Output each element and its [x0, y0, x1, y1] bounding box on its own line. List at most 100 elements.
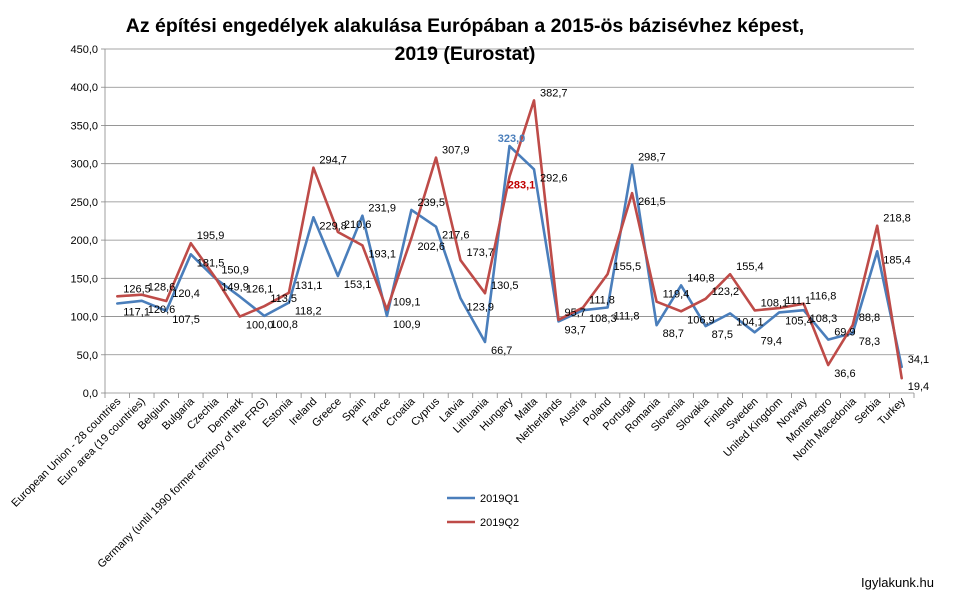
data-point-2019Q2	[631, 192, 633, 194]
data-label-2019Q2: 109,1	[393, 297, 421, 309]
data-point-2019Q1	[680, 284, 683, 287]
data-point-2019Q2	[214, 276, 217, 279]
data-label-2019Q2: 307,9	[442, 145, 470, 157]
data-label-2019Q1: 118,2	[295, 306, 322, 318]
data-label-2019Q1: 105,4	[785, 315, 813, 327]
data-point-2019Q2	[116, 295, 119, 298]
data-point-2019Q1	[827, 338, 830, 341]
data-point-2019Q2	[778, 307, 781, 309]
data-label-2019Q2: 131,1	[295, 280, 323, 292]
data-point-2019Q1	[582, 309, 584, 312]
data-point-2019Q2	[287, 291, 290, 294]
data-label-2019Q2: 120,4	[172, 288, 200, 300]
data-label-2019Q1: 181,5	[197, 257, 225, 269]
data-label-2019Q1: 88,7	[663, 328, 684, 340]
data-point-2019Q2	[312, 166, 315, 169]
data-label-2019Q1: 100,8	[270, 319, 298, 331]
chart-title-line-1: Az építési engedélyek alakulása Európába…	[125, 15, 805, 37]
data-label-2019Q2: 218,8	[883, 213, 911, 225]
data-point-2019Q2	[753, 309, 756, 312]
data-point-2019Q1	[484, 341, 486, 343]
axes	[101, 48, 915, 398]
data-label-2019Q1: 108,3	[589, 313, 617, 325]
data-label-2019Q2: 36,6	[834, 368, 855, 380]
data-label-2019Q1: 108,3	[810, 313, 838, 325]
data-point-2019Q2	[851, 324, 854, 327]
data-point-2019Q2	[876, 224, 879, 227]
data-point-2019Q1	[361, 214, 364, 217]
data-label-2019Q2: 111,1	[785, 295, 811, 307]
data-label-2019Q1: 185,4	[883, 254, 911, 266]
data-label-2019Q2: 126,5	[123, 283, 151, 295]
data-point-2019Q2	[361, 244, 364, 247]
data-label-2019Q1: 231,9	[368, 203, 396, 215]
x-tick-label: Cyprus	[409, 395, 442, 428]
data-label-2019Q1: 298,7	[638, 152, 666, 164]
x-tick-label: European Union - 28 countries	[9, 395, 123, 509]
data-point-2019Q2	[582, 306, 584, 309]
data-label-2019Q1: 104,1	[736, 316, 764, 328]
data-label-2019Q2: 95,7	[565, 307, 586, 319]
data-point-2019Q2	[484, 292, 486, 295]
data-point-2019Q2	[729, 273, 732, 276]
legend-label-2019Q2: 2019Q2	[480, 517, 519, 529]
data-label-2019Q1: 149,9	[221, 281, 249, 293]
data-label-2019Q2: 195,9	[197, 230, 225, 242]
data-point-2019Q1	[508, 145, 511, 147]
y-tick-label: 50,0	[77, 350, 98, 362]
data-point-2019Q2	[459, 259, 462, 262]
data-label-2019Q2: 123,2	[712, 286, 740, 298]
y-tick-label: 350,0	[70, 120, 98, 132]
y-tick-label: 450,0	[70, 44, 98, 56]
data-label-2019Q2: 106,9	[687, 314, 715, 326]
data-point-2019Q2	[435, 156, 437, 159]
data-point-2019Q1	[238, 295, 241, 298]
data-label-2019Q2: 113,5	[270, 293, 297, 305]
data-label-2019Q1: 79,4	[761, 335, 782, 347]
data-point-2019Q1	[287, 301, 290, 304]
data-label-2019Q1: 87,5	[712, 329, 733, 341]
y-tick-label: 250,0	[70, 197, 98, 209]
data-point-2019Q2	[238, 315, 241, 318]
series-lines	[116, 99, 904, 380]
data-label-2019Q1: 217,6	[442, 230, 470, 242]
data-point-2019Q1	[753, 331, 756, 334]
data-label-2019Q1: 78,3	[859, 336, 880, 348]
data-point-2019Q1	[533, 168, 535, 171]
data-point-2019Q1	[729, 312, 732, 315]
y-tick-label: 200,0	[70, 235, 98, 247]
data-label-2019Q2: 261,5	[638, 196, 666, 208]
data-label-2019Q2: 283,1	[508, 180, 536, 192]
legend: 2019Q1 2019Q2	[447, 493, 519, 529]
data-label-2019Q2: 116,8	[810, 291, 837, 303]
data-label-2019Q1: 229,8	[319, 220, 347, 232]
data-point-2019Q1	[606, 306, 609, 309]
data-point-2019Q2	[606, 273, 609, 276]
data-label-2019Q2: 111,8	[589, 295, 615, 307]
data-label-2019Q1: 323,0	[498, 133, 526, 145]
data-point-2019Q1	[459, 297, 462, 300]
y-tick-label: 100,0	[70, 312, 98, 324]
data-point-2019Q1	[336, 275, 339, 277]
data-label-2019Q2: 88,8	[859, 312, 880, 324]
data-point-2019Q1	[851, 332, 854, 335]
data-point-2019Q1	[655, 324, 658, 327]
y-tick-label: 0,0	[83, 388, 98, 400]
data-label-2019Q1: 292,6	[540, 172, 568, 184]
data-label-2019Q2: 100,0	[246, 320, 274, 332]
data-point-2019Q2	[680, 310, 683, 313]
data-label-2019Q2: 382,7	[540, 87, 568, 99]
data-point-2019Q1	[435, 225, 437, 228]
data-point-2019Q2	[189, 242, 192, 245]
data-point-2019Q2	[900, 377, 903, 380]
y-tick-label: 400,0	[70, 82, 98, 94]
y-tick-label: 300,0	[70, 159, 98, 171]
chart-title-line-2: 2019 (Eurostat)	[394, 43, 536, 65]
data-label-2019Q1: 66,7	[491, 345, 512, 357]
data-point-2019Q2	[802, 302, 805, 305]
data-point-2019Q2	[533, 99, 535, 102]
data-point-2019Q1	[189, 253, 192, 256]
data-label-2019Q2: 294,7	[319, 155, 347, 167]
